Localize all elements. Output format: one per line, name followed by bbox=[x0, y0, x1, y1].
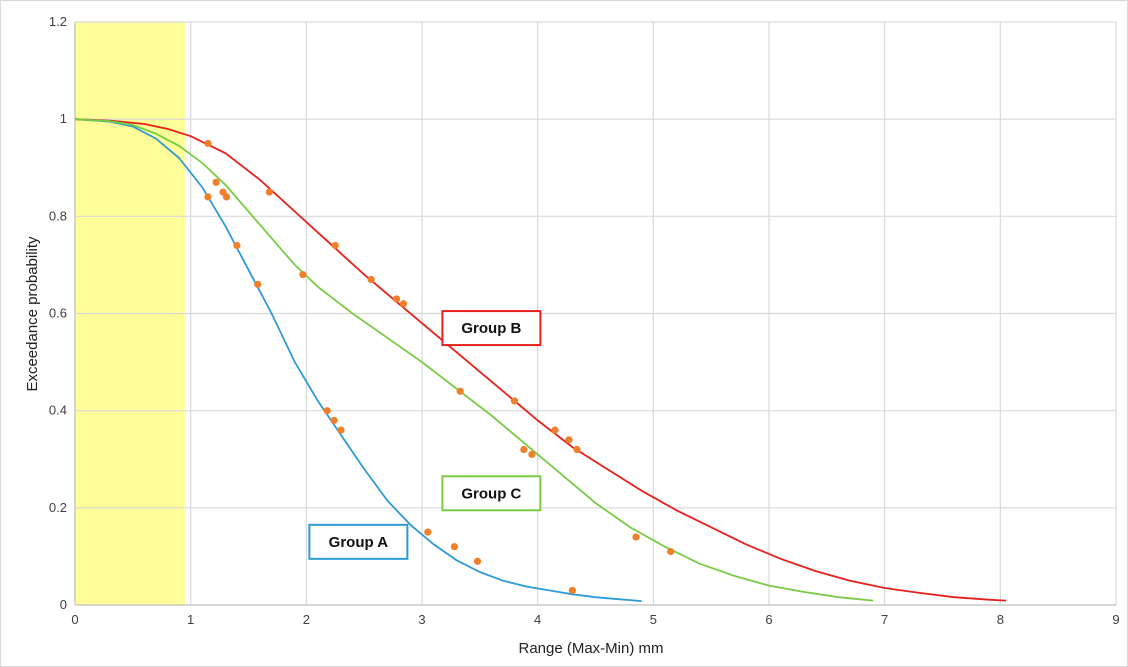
data-point-group-b bbox=[573, 445, 581, 454]
data-point-group-b bbox=[265, 188, 273, 196]
x-tick-label: 7 bbox=[881, 612, 888, 627]
x-tick-label: 1 bbox=[187, 612, 194, 627]
data-point-group-a bbox=[450, 543, 458, 551]
data-point-group-a bbox=[204, 193, 212, 201]
data-point-group-b bbox=[551, 426, 559, 434]
tick-labels: 0 1 2 3 4 5 6 7 8 9 0 0.2 0.4 0.6 0.8 1 1.2 bbox=[49, 14, 1120, 627]
annotation-box-group-c: Group C bbox=[441, 475, 542, 512]
data-point-group-b bbox=[331, 241, 339, 250]
data-point-group-c bbox=[667, 547, 675, 556]
y-axis-title: Exceedance probability bbox=[24, 236, 41, 392]
annotation-box-group-a: Group A bbox=[308, 523, 409, 560]
data-point-group-a bbox=[330, 416, 338, 424]
annotation-label: Group C bbox=[461, 485, 521, 502]
data-point-group-c bbox=[299, 271, 307, 279]
annotation-frame bbox=[441, 310, 542, 347]
data-point-group-b bbox=[392, 295, 401, 303]
y-tick-label: 1.2 bbox=[49, 14, 67, 29]
annotations: Group A Group B Group C bbox=[308, 310, 542, 560]
y-tick-label: 0 bbox=[60, 597, 67, 612]
y-tick-label: 1 bbox=[60, 111, 67, 126]
data-point-group-a bbox=[233, 241, 241, 250]
data-point-group-b bbox=[367, 275, 375, 284]
annotation-box-group-b: Group B bbox=[441, 310, 542, 347]
series-line-group-b bbox=[74, 118, 1007, 602]
annotation-frame bbox=[441, 475, 542, 512]
data-point-group-a bbox=[254, 280, 262, 288]
annotation-frame bbox=[308, 523, 409, 560]
x-tick-label: 3 bbox=[418, 612, 425, 627]
data-point-group-c bbox=[632, 533, 640, 541]
y-tick-label: 0.4 bbox=[49, 403, 67, 418]
x-tick-label: 6 bbox=[765, 612, 772, 627]
data-point-group-a bbox=[568, 586, 576, 595]
x-axis-title: Range (Max-Min) mm bbox=[518, 640, 663, 657]
data-point-group-c bbox=[212, 178, 220, 186]
series-lines bbox=[74, 118, 1007, 602]
x-tick-label: 4 bbox=[534, 612, 541, 627]
data-point-group-a bbox=[473, 557, 482, 565]
data-point-group-c bbox=[520, 445, 528, 454]
y-tick-label: 0.6 bbox=[49, 306, 67, 321]
series-line-group-c bbox=[74, 118, 874, 602]
data-point-group-c bbox=[456, 387, 464, 395]
data-point-group-b bbox=[204, 139, 212, 148]
axes bbox=[74, 22, 1116, 606]
data-point-group-b bbox=[399, 300, 408, 308]
annotation-label: Group A bbox=[329, 534, 389, 551]
data-point-group-a bbox=[323, 407, 331, 415]
data-point-group-c bbox=[528, 450, 536, 458]
x-tick-label: 0 bbox=[71, 612, 78, 627]
x-tick-label: 2 bbox=[303, 612, 310, 627]
data-point-group-a bbox=[424, 528, 432, 536]
data-point-group-a bbox=[337, 426, 345, 434]
x-tick-label: 9 bbox=[1112, 612, 1119, 627]
y-tick-label: 0.2 bbox=[49, 500, 67, 515]
data-point-group-c bbox=[222, 193, 231, 201]
annotation-label: Group B bbox=[461, 320, 521, 337]
data-point-group-b bbox=[565, 436, 573, 444]
data-points bbox=[204, 139, 675, 595]
x-tick-label: 5 bbox=[650, 612, 657, 627]
y-tick-label: 0.8 bbox=[49, 208, 67, 223]
x-tick-label: 8 bbox=[997, 612, 1004, 627]
series-line-group-a bbox=[74, 118, 642, 602]
data-point-group-b bbox=[510, 397, 519, 405]
